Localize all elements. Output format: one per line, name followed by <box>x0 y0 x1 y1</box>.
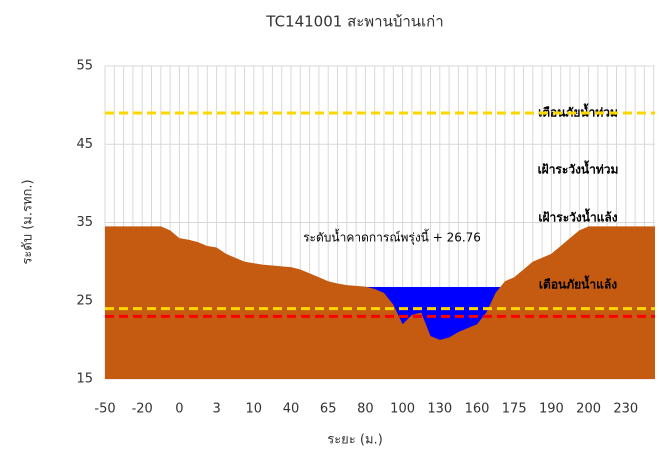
x-tick-label: 80 <box>357 402 374 417</box>
x-tick-label: -50 <box>94 402 115 417</box>
y-tick-label: 45 <box>76 137 93 152</box>
x-tick-label: 130 <box>427 402 452 417</box>
chart-title: TC141001 สะพานบ้านเก่า <box>265 13 443 31</box>
y-tick-label: 25 <box>76 293 93 308</box>
x-tick-label: 3 <box>212 402 220 417</box>
x-tick-label: 190 <box>539 402 564 417</box>
x-tick-label: 230 <box>613 402 638 417</box>
x-tick-label: -20 <box>132 402 153 417</box>
x-tick-label: 40 <box>283 402 300 417</box>
ground-area <box>105 226 655 379</box>
x-tick-label: 175 <box>502 402 527 417</box>
x-tick-label: 100 <box>390 402 415 417</box>
x-tick-label: 200 <box>576 402 601 417</box>
x-tick-label: 65 <box>320 402 337 417</box>
y-tick-label: 55 <box>76 59 93 74</box>
threshold-label: เฝ้าระวังน้ำท่วม <box>538 160 619 177</box>
x-axis-label: ระยะ (ม.) <box>327 433 383 448</box>
x-tick-label: 160 <box>465 402 490 417</box>
threshold-label: เตือนภัยน้ำแล้ง <box>539 275 617 292</box>
y-axis-label: ระดับ (ม.รทก.) <box>21 179 36 264</box>
y-tick-label: 15 <box>76 372 93 387</box>
x-tick-label: 10 <box>246 402 263 417</box>
x-tick-label: 0 <box>175 402 183 417</box>
threshold-label: เตือนภัยน้ำท่วม <box>538 103 618 120</box>
threshold-label: เฝ้าระวังน้ำแล้ง <box>538 208 617 225</box>
y-tick-label: 35 <box>76 215 93 230</box>
water-label: ระดับน้ำคาดการณ์พรุ่งนี้ + 26.76 <box>303 229 481 246</box>
